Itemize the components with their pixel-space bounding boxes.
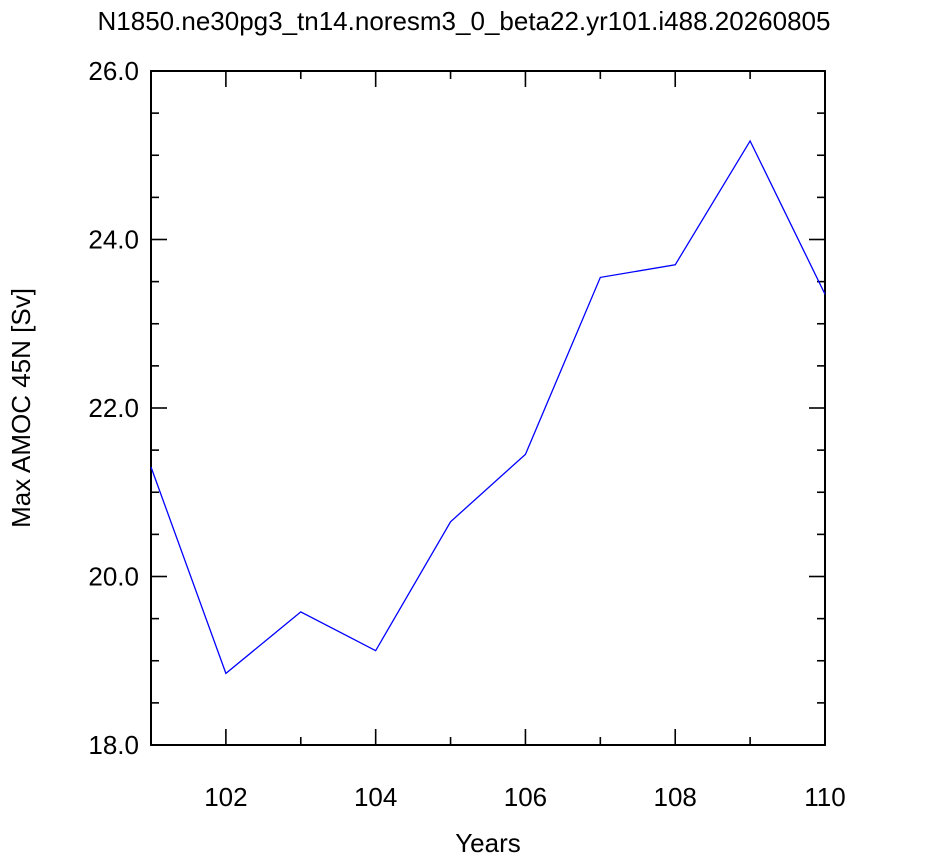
x-tick-label: 110 — [804, 782, 845, 812]
y-tick-label: 22.0 — [88, 393, 139, 423]
x-tick-label: 104 — [354, 782, 397, 812]
y-tick-label: 20.0 — [88, 562, 139, 592]
plot-frame — [150, 70, 826, 746]
y-axis-ticks — [151, 70, 825, 746]
y-axis-tick-labels: 18.0 20.0 22.0 24.0 26.0 — [88, 56, 139, 760]
y-tick-label: 24.0 — [88, 225, 139, 255]
x-tick-label: 108 — [654, 782, 697, 812]
x-axis-tick-labels: 102 104 106 108 110 — [204, 782, 846, 812]
y-tick-label: 18.0 — [88, 730, 139, 760]
x-tick-label: 102 — [204, 782, 247, 812]
series-points — [150, 140, 826, 674]
x-axis-ticks — [150, 71, 826, 745]
x-tick-label: 106 — [504, 782, 547, 812]
series-line — [150, 139, 826, 675]
y-axis-label: Max AMOC 45N [Sv] — [6, 288, 36, 528]
x-axis-label: Years — [455, 828, 521, 858]
chart-title: N1850.ne30pg3_tn14.noresm3_0_beta22.yr10… — [98, 6, 831, 36]
y-tick-label: 26.0 — [88, 56, 139, 86]
